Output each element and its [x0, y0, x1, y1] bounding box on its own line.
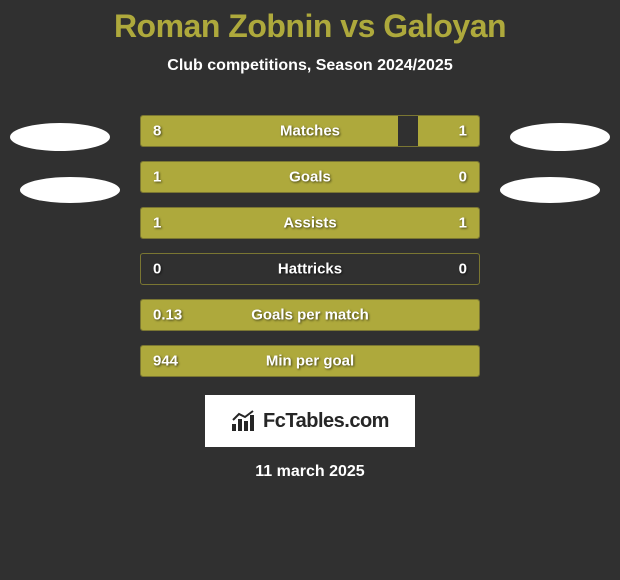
team-right-badge	[500, 177, 600, 203]
date-label: 11 march 2025	[0, 463, 620, 481]
player-left-badge	[10, 123, 110, 151]
stat-row-assists: 1 Assists 1	[140, 207, 480, 239]
value-right: 0	[459, 261, 467, 278]
value-left: 1	[153, 169, 161, 186]
stat-row-hattricks: 0 Hattricks 0	[140, 253, 480, 285]
value-right: 0	[459, 169, 467, 186]
stat-row-matches: 8 Matches 1	[140, 115, 480, 147]
stat-label: Goals	[289, 169, 331, 186]
stat-row-goals: 1 Goals 0	[140, 161, 480, 193]
stat-row-goals-per-match: 0.13 Goals per match	[140, 299, 480, 331]
team-left-badge	[20, 177, 120, 203]
value-left: 8	[153, 123, 161, 140]
branding-badge: FcTables.com	[205, 395, 415, 447]
stat-label: Matches	[280, 123, 340, 140]
bar-right	[418, 116, 479, 146]
subtitle: Club competitions, Season 2024/2025	[0, 57, 620, 75]
value-left: 0.13	[153, 307, 182, 324]
stat-label: Min per goal	[266, 353, 354, 370]
stat-row-min-per-goal: 944 Min per goal	[140, 345, 480, 377]
main-container: Roman Zobnin vs Galoyan Club competition…	[0, 0, 620, 481]
stat-label: Hattricks	[278, 261, 342, 278]
stats-rows: 8 Matches 1 1 Goals 0 1 Assists 1 0 Hatt…	[140, 115, 480, 377]
player-right-badge	[510, 123, 610, 151]
value-right: 1	[459, 123, 467, 140]
stat-label: Assists	[283, 215, 336, 232]
branding-text: FcTables.com	[263, 410, 389, 433]
value-left: 1	[153, 215, 161, 232]
value-right: 1	[459, 215, 467, 232]
chart-icon	[231, 410, 257, 432]
value-left: 944	[153, 353, 178, 370]
page-title: Roman Zobnin vs Galoyan	[0, 8, 620, 45]
value-left: 0	[153, 261, 161, 278]
bar-left	[141, 116, 398, 146]
stat-label: Goals per match	[251, 307, 369, 324]
